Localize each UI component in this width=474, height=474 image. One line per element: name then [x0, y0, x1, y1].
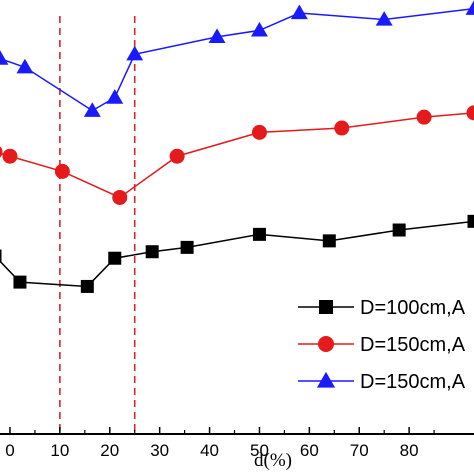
series-1-point: [392, 223, 406, 237]
x-tick-label: 20: [100, 441, 119, 460]
legend-item-3: D=150cm,A: [298, 371, 466, 393]
series-2-point: [54, 163, 70, 179]
series-1-point: [80, 279, 94, 293]
legend-marker: [316, 371, 336, 388]
series-1-point: [13, 275, 27, 289]
x-tick-label: 30: [150, 441, 169, 460]
series-3: [0, 0, 474, 117]
series-1-line: [0, 220, 474, 288]
series-1-point: [467, 214, 474, 228]
x-tick-label: 0: [5, 441, 14, 460]
series-2-point: [0, 146, 3, 158]
series-3-line: [0, 7, 474, 112]
x-tick-label: 80: [400, 441, 419, 460]
legend: D=100cm,A D=150cm,A D=150cm,A: [298, 297, 466, 393]
series-3-point: [126, 45, 144, 61]
series-3-point: [290, 4, 308, 20]
x-tick-label: 40: [200, 441, 219, 460]
legend-item-2: D=150cm,A: [298, 334, 466, 356]
series-2-point: [334, 120, 350, 136]
series-1-point: [0, 249, 2, 263]
series-1-point: [322, 234, 336, 248]
series-3-point: [83, 102, 101, 117]
x-axis-ticks: 0 10 20 30 40 50 60 70 80: [5, 427, 435, 460]
legend-marker: [319, 300, 333, 314]
reference-lines: [59, 16, 136, 434]
series-3-point: [16, 58, 34, 74]
legend-label: D=100cm,A: [360, 297, 466, 319]
series-1-point: [108, 251, 122, 265]
series-3-point: [251, 21, 268, 37]
legend-item-1: D=100cm,A: [298, 297, 466, 319]
series-3-point: [465, 0, 474, 15]
series-3-point: [106, 89, 124, 104]
x-tick-label: 50: [250, 441, 269, 460]
series-3-point: [0, 50, 9, 65]
series-1-point: [145, 245, 159, 259]
series-3-point: [208, 28, 226, 44]
series-3-point: [375, 11, 393, 26]
x-tick-label: 70: [350, 441, 369, 460]
series-2-point: [169, 148, 185, 164]
series-layer: [0, 0, 474, 293]
series-1-point: [252, 227, 266, 241]
legend-label: D=150cm,A: [360, 334, 466, 356]
series-1: [0, 214, 474, 293]
series-2-point: [2, 148, 18, 164]
series-2-point: [466, 105, 474, 121]
series-2: [0, 105, 474, 205]
x-tick-label: 60: [300, 441, 319, 460]
series-2-point: [112, 189, 128, 205]
series-1-point: [180, 240, 194, 254]
x-axis-title: d(%): [254, 450, 292, 471]
series-2-line: [0, 112, 474, 199]
series-2-point: [416, 109, 432, 125]
legend-label: D=150cm,A: [360, 371, 466, 393]
series-2-point: [251, 124, 267, 140]
legend-marker: [318, 336, 334, 352]
x-tick-label: 10: [50, 441, 69, 460]
